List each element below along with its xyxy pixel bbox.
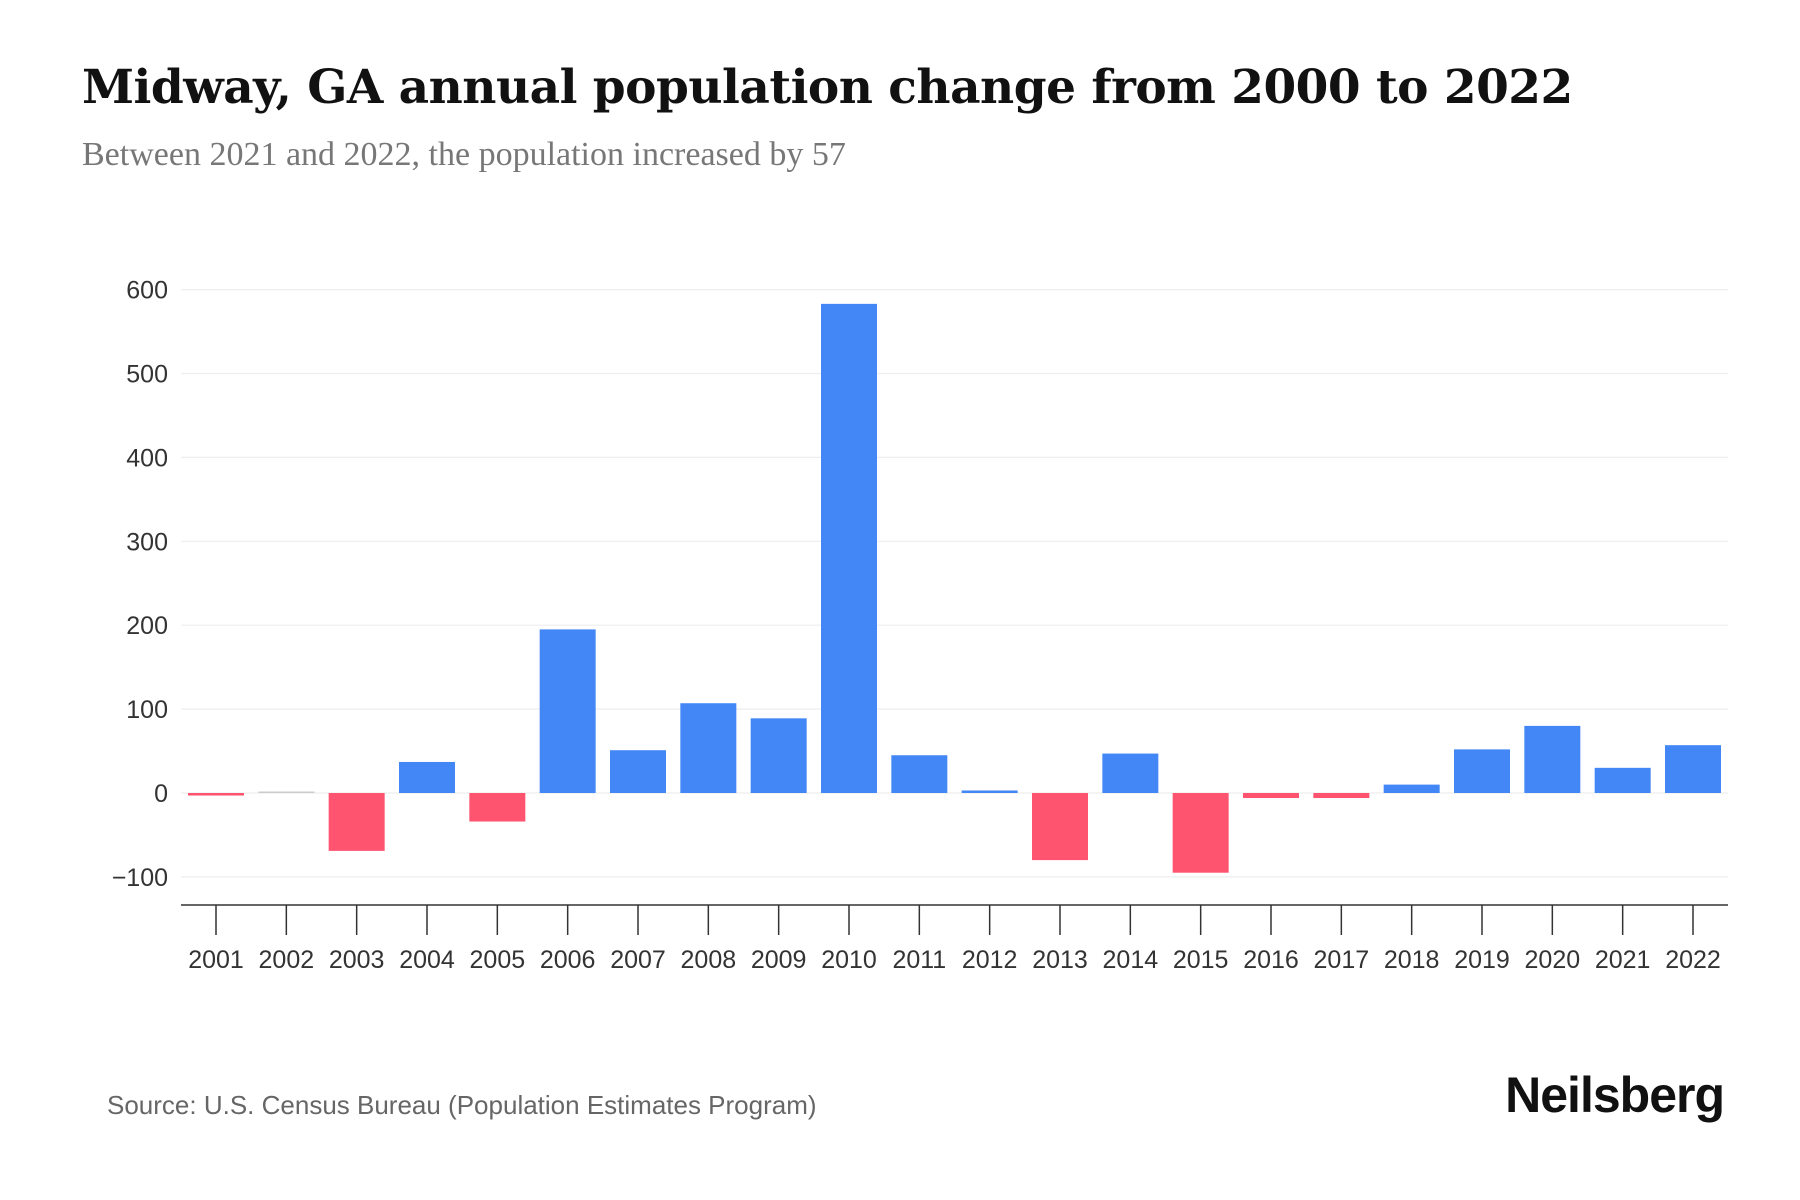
y-tick-label: −100 xyxy=(112,864,168,892)
x-tick-label: 2004 xyxy=(399,946,455,974)
bar-2014 xyxy=(1102,753,1159,793)
bar-2021 xyxy=(1594,767,1651,793)
bar-2016 xyxy=(1243,793,1299,799)
bar-2001 xyxy=(188,793,244,796)
x-tick-label: 2021 xyxy=(1595,946,1651,974)
x-tick-label: 2007 xyxy=(610,946,666,974)
x-tick-label: 2005 xyxy=(470,946,526,974)
bar-2022 xyxy=(1665,745,1721,793)
x-tick-label: 2018 xyxy=(1384,946,1440,974)
bar-2020 xyxy=(1524,725,1581,793)
bar-2002 xyxy=(258,791,315,793)
y-tick-label: 500 xyxy=(126,361,168,389)
x-tick-label: 2006 xyxy=(540,946,596,974)
bar-2019 xyxy=(1454,749,1510,793)
x-tick-label: 2022 xyxy=(1665,946,1721,974)
y-tick-label: 100 xyxy=(126,696,168,724)
bar-2018 xyxy=(1383,784,1440,793)
x-tick-label: 2014 xyxy=(1103,946,1159,974)
x-tick-label: 2019 xyxy=(1454,946,1510,974)
y-tick-label: 400 xyxy=(126,444,168,472)
x-tick-label: 2001 xyxy=(188,946,244,974)
x-tick-label: 2009 xyxy=(751,946,807,974)
bar-2011 xyxy=(891,755,948,793)
y-tick-label: 0 xyxy=(154,780,168,808)
x-tick-label: 2010 xyxy=(821,946,877,974)
bar-2009 xyxy=(750,718,807,793)
bar-2017 xyxy=(1313,793,1370,799)
bar-2005 xyxy=(469,793,526,822)
x-tick-label: 2017 xyxy=(1314,946,1370,974)
x-tick-label: 2016 xyxy=(1243,946,1299,974)
chart-subtitle: Between 2021 and 2022, the population in… xyxy=(82,136,846,173)
neilsberg-logo: Neilsberg xyxy=(1505,1067,1725,1123)
bar-2008 xyxy=(680,703,737,793)
x-tick-label: 2008 xyxy=(681,946,737,974)
x-tick-label: 2020 xyxy=(1525,946,1581,974)
bar-2010 xyxy=(821,303,877,793)
y-tick-label: 300 xyxy=(126,528,168,556)
source-note: Source: U.S. Census Bureau (Population E… xyxy=(107,1090,817,1120)
x-tick-label: 2003 xyxy=(329,946,385,974)
x-tick-label: 2011 xyxy=(892,946,946,974)
bar-2012 xyxy=(961,790,1018,793)
x-tick-label: 2002 xyxy=(259,946,315,974)
bar-2003 xyxy=(328,793,385,851)
chart-title: Midway, GA annual population change from… xyxy=(82,60,1573,115)
bar-2013 xyxy=(1032,793,1088,861)
y-tick-label: 200 xyxy=(126,612,168,640)
bar-2015 xyxy=(1172,793,1229,873)
x-tick-label: 2015 xyxy=(1173,946,1229,974)
x-tick-label: 2013 xyxy=(1032,946,1088,974)
x-tick-label: 2012 xyxy=(962,946,1018,974)
bar-2006 xyxy=(539,629,596,793)
bar-2004 xyxy=(399,761,455,793)
y-tick-label: 600 xyxy=(126,277,168,305)
bar-2007 xyxy=(610,750,666,793)
